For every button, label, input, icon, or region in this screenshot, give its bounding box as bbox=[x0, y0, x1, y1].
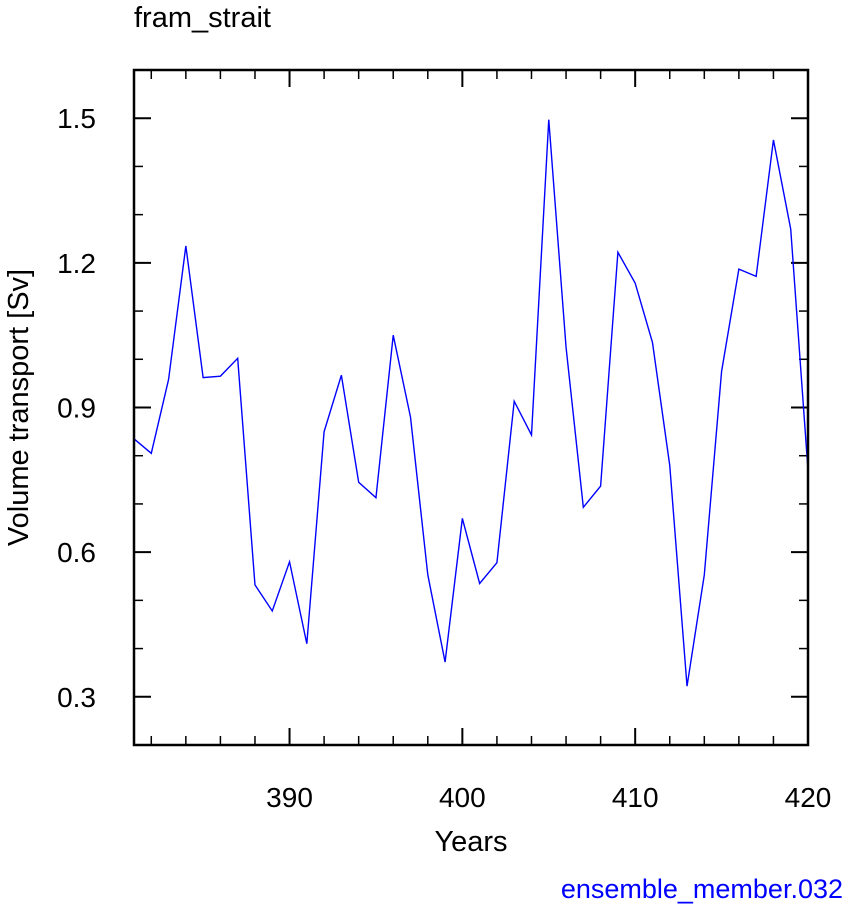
x-tick-label: 420 bbox=[785, 782, 832, 813]
y-tick-label: 0.3 bbox=[57, 682, 96, 713]
axis-ticks bbox=[134, 70, 809, 745]
axis-tick-labels: 390 400 410 420 0.3 0.6 0.9 1.2 1.5 bbox=[57, 103, 831, 813]
series-line bbox=[133, 119, 809, 687]
y-axis-label: Volume transport [Sv] bbox=[3, 269, 35, 546]
x-tick-label: 410 bbox=[612, 782, 659, 813]
y-tick-label: 0.9 bbox=[57, 393, 96, 424]
x-tick-label: 400 bbox=[439, 782, 486, 813]
series-group bbox=[133, 119, 809, 687]
footer-label: ensemble_member.032 bbox=[561, 874, 843, 904]
plot-frame bbox=[132, 68, 810, 747]
y-tick-label: 0.6 bbox=[57, 537, 96, 568]
x-tick-label: 390 bbox=[266, 782, 313, 813]
chart-title: fram_strait bbox=[134, 2, 271, 34]
y-tick-label: 1.5 bbox=[57, 103, 96, 134]
y-tick-label: 1.2 bbox=[57, 248, 96, 279]
x-axis-label: Years bbox=[434, 826, 507, 858]
